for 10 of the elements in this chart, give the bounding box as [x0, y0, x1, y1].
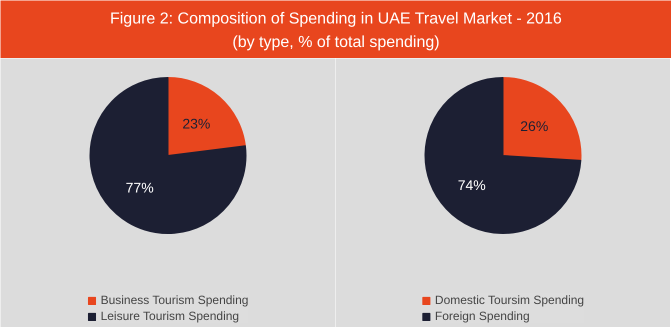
data-label: 26%	[520, 118, 548, 134]
data-label: 23%	[182, 115, 210, 132]
legend-label: Leisure Tourism Spending	[100, 309, 240, 323]
legend-label: Domestic Toursim Spending	[434, 293, 584, 307]
data-label: 74%	[458, 176, 486, 193]
text: (by type, % of total spending)	[232, 34, 440, 51]
data-label: 77%	[126, 180, 154, 196]
legend-label: Business Tourism Spending	[100, 293, 248, 307]
text: Figure 2: Composition of Spending in UAE Travel Market - 2016	[110, 10, 562, 28]
legend-label: Foreign Spending	[434, 309, 530, 323]
